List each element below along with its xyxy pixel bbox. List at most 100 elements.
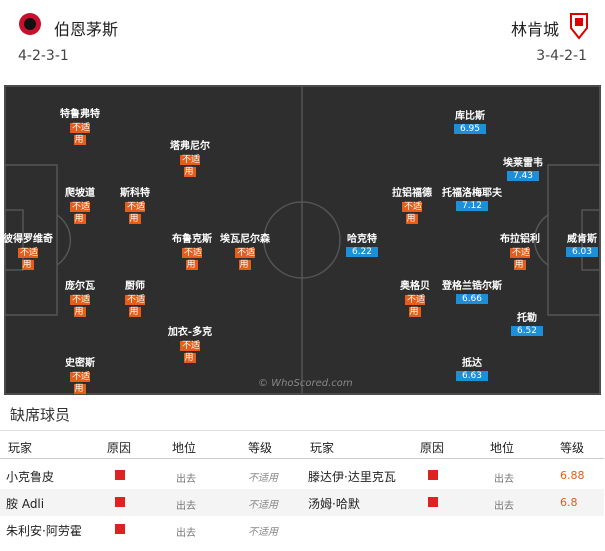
player: 加衣-多克不适用 [155,323,225,364]
status: 出去 [176,528,196,539]
home-crest [19,13,41,35]
player: 特鲁弗特 不适用 [45,105,115,146]
player-name: 朱利安·阿劳霍 [6,524,82,538]
player: 拉铝福德 不适用 [377,184,447,225]
player-rating: 不适用 [69,295,90,317]
reason-icon [115,470,125,480]
player-name: 塔弗尼尔 [170,141,210,152]
player-name: 登格兰锆尔斯 [442,281,502,292]
player: 塔弗尼尔 不适用 [155,137,225,178]
player-rating: 6.95 [454,124,486,134]
player: 威肯斯 6.03 [547,230,605,257]
rating: 不适用 [248,473,278,484]
column-header: 等级 [560,441,585,455]
player-name: 拉铝福德 [392,188,432,199]
player-name: 史密斯 [65,358,95,369]
player: 斯科特 不适用 [100,184,170,225]
pitch: © WhoScored.com 特鲁弗特 不适用 塔弗尼尔 不适用 爬坡道 不适用 斯科特不… [3,85,601,395]
player-name: 小克鲁皮 [6,470,55,484]
player: 彼得罗维奇 不适用 [0,230,63,271]
rating-wrap: 不适用 [69,201,91,225]
player-rating: 6.66 [456,294,488,304]
row-bg [302,489,604,516]
player-rating: 7.12 [456,201,488,211]
rating-wrap: 不适用 [17,247,39,271]
player-name: 特鲁弗特 [60,109,100,120]
player-name: 厨师 [125,281,145,292]
player-name: 庞尔瓦 [65,281,95,292]
column-header: 玩家 [310,441,335,455]
player: 史密斯 不适用 [45,354,115,395]
player: 登格兰锆尔斯 6.66 [437,277,507,304]
player-rating: 不适用 [179,341,200,363]
status: 出去 [494,474,514,485]
player: 托福洛梅耶夫 7.12 [437,184,507,211]
section-title: 缺席球员 [10,406,71,424]
reason-icon [115,524,125,534]
rating-wrap: 不适用 [124,201,146,225]
player-name: 汤姆·哈默 [308,497,360,511]
player-name: 托勒 [517,313,537,324]
away-crest [570,13,588,40]
player-rating: 不适用 [404,295,425,317]
column-header: 等级 [248,441,273,455]
header-line [302,458,604,459]
rating: 6.88 [560,469,585,482]
player-name: 奥格贝 [400,281,430,292]
player-name: 布拉铝利 [500,234,540,245]
rating-wrap: 不适用 [181,247,203,271]
player-rating: 6.22 [346,247,378,257]
rating-wrap: 不适用 [509,247,531,271]
player: 埃瓦尼尔森 不适用 [210,230,280,271]
header-line [0,458,302,459]
player-name: 布鲁克斯 [172,234,212,245]
rating: 6.8 [560,496,578,509]
player: 奥格贝 不适用 [380,277,450,318]
player-name: 库比斯 [455,111,485,122]
player: 托勒 6.52 [492,309,562,336]
player-name: 埃瓦尼尔森 [220,234,270,245]
player: 哈克特 6.22 [327,230,397,257]
player: 埃莱雷韦 7.43 [488,154,558,181]
home-name: 伯恩茅斯 [54,20,119,39]
player-rating: 不适用 [69,123,90,145]
away-name: 林肯城 [510,20,559,39]
player-rating: 不适用 [181,248,202,270]
player: 庞尔瓦 不适用 [45,277,115,318]
row-bg [0,489,302,516]
player: 布拉铝利 不适用 [485,230,555,271]
status: 出去 [176,474,196,485]
player: 厨师 不适用 [100,277,170,318]
rating-wrap: 不适用 [69,294,91,318]
player-rating: 不适用 [17,248,38,270]
rating-wrap: 不适用 [69,122,91,146]
player-name: 哈克特 [347,234,377,245]
player-name: 彼得罗维奇 [3,234,53,245]
reason-icon [428,470,438,480]
player-name: 托福洛梅耶夫 [442,188,502,199]
missing-table: 玩家 原因 地位 等级 小克鲁皮 出去 不适用胺 Adli 出去 不适用 朱利安·阿劳霍 出去 不适用… [0,430,605,551]
rating-wrap: 不适用 [179,154,201,178]
rating-wrap: 不适用 [69,371,91,395]
player-rating: 不适用 [509,248,530,270]
status: 出去 [176,501,196,512]
player-rating: 不适用 [124,202,145,224]
player-name: 抵达 [462,358,482,369]
rating-wrap: 不适用 [179,340,201,364]
rating: 不适用 [248,527,278,538]
player-name: 爬坡道 [65,188,95,199]
rating-wrap: 不适用 [234,247,256,271]
column-header: 原因 [420,441,445,455]
rating-wrap: 不适用 [124,294,146,318]
rating-wrap: 不适用 [404,294,426,318]
player-name: 加衣-多克 [167,327,213,338]
reason-icon [115,497,125,507]
player-name: 胺 Adli [6,497,45,511]
player-rating: 7.43 [507,171,539,181]
player-rating: 不适用 [124,295,145,317]
player-name: 斯科特 [120,188,150,199]
player-name: 威肯斯 [567,234,597,245]
rating: 不适用 [248,500,278,511]
player-rating: 不适用 [179,155,200,177]
